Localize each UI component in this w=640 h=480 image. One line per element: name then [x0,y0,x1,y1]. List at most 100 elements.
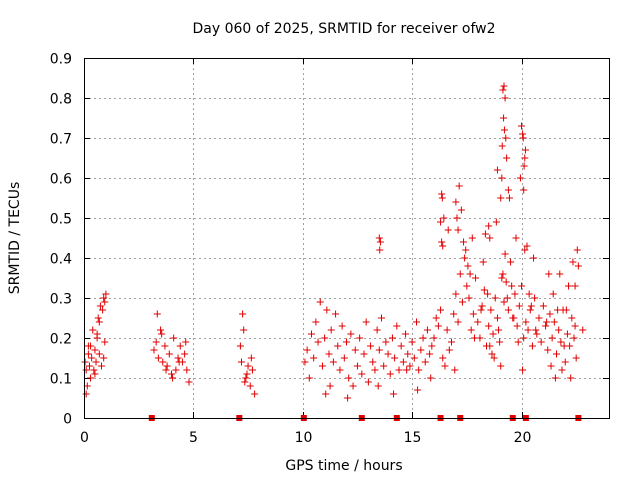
data-point [570,334,578,342]
data-point [344,394,352,402]
data-point [571,282,579,290]
data-point [545,270,553,278]
data-point [504,306,512,314]
data-point [247,354,255,362]
data-point [150,346,158,354]
data-point [514,338,522,346]
data-point [371,366,379,374]
data-point [489,330,497,338]
data-point [498,142,506,150]
data-point [382,338,390,346]
data-point [516,174,524,182]
data-point [334,342,342,350]
data-point [569,258,577,266]
data-point [413,318,420,326]
data-point [487,306,495,314]
y-tick-label: 0.1 [50,372,72,388]
data-point [561,358,569,366]
data-point [451,366,459,374]
data-point [478,302,486,310]
data-point [464,262,472,270]
data-point [511,290,519,298]
data-point [154,354,162,362]
data-point [458,298,466,306]
data-point [460,238,468,246]
data-point [499,270,507,278]
data-point [501,250,509,258]
data-point [175,358,183,366]
data-point [453,214,461,222]
data-point [500,114,508,122]
data-point [419,334,427,342]
data-point [374,382,382,390]
data-point [515,302,523,310]
data-point [500,82,508,90]
data-point [301,358,309,366]
data-point [152,338,160,346]
data-point [388,334,396,342]
data-point [318,362,326,370]
data-point [360,350,368,358]
data-point [336,366,344,374]
data-point [242,374,250,382]
data-point [437,218,445,226]
data-point [367,342,375,350]
data-point [153,310,161,318]
data-point [85,362,93,370]
data-point [380,362,388,370]
data-point [558,366,566,374]
data-point [497,362,505,370]
data-point [432,314,440,322]
data-point [395,366,403,374]
data-point [507,258,515,266]
data-point [439,242,447,250]
data-point [491,294,499,302]
data-point [95,350,103,358]
data-point [521,146,529,154]
data-point [485,222,493,230]
data-point [480,286,488,294]
data-point [571,322,579,330]
data-point [486,342,494,350]
data-point [531,294,539,302]
data-point [310,354,318,362]
data-point [574,262,582,270]
data-point [375,234,383,242]
data-point [376,238,384,246]
data-point [390,390,398,398]
data-point [549,290,557,298]
y-tick-label: 0.4 [50,252,72,268]
data-point [444,226,452,234]
data-point [415,366,423,374]
data-point [520,334,528,342]
data-point [518,282,525,290]
data-point [427,374,435,382]
data-point [338,322,346,330]
data-point [430,334,438,342]
data-point [457,206,465,214]
data-point [393,322,401,330]
data-point [508,282,516,290]
data-point [524,326,532,334]
data-point [308,330,315,338]
data-point [465,294,473,302]
data-point [314,338,322,346]
data-point [81,358,89,366]
data-point [463,282,471,290]
data-point [239,310,247,318]
plot-frame [84,58,610,419]
data-point [537,338,545,346]
data-point [501,94,509,102]
data-point [172,366,180,374]
data-point [345,374,353,382]
data-point [521,154,529,162]
data-point [535,314,543,322]
data-point [404,350,412,358]
data-point [573,246,581,254]
data-point [102,290,110,298]
y-axis-label: SRMTID / TECUs [7,182,23,295]
x-axis-label: GPS time / hours [285,458,402,474]
data-point [322,390,330,398]
data-point [408,338,416,346]
data-point [421,358,429,366]
